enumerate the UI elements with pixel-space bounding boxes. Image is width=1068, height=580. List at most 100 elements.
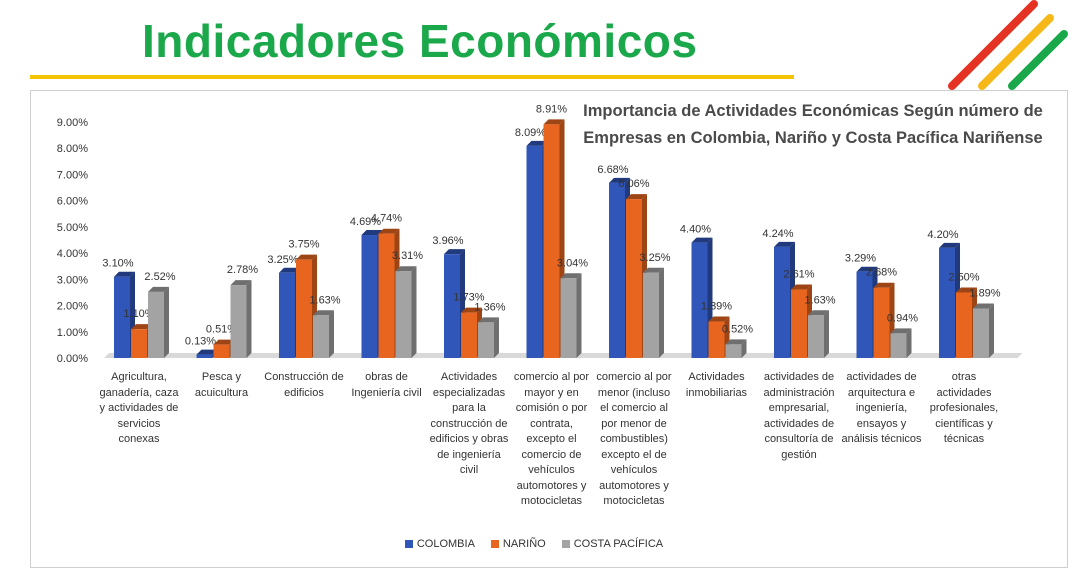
red-stripe	[948, 0, 1038, 90]
bar-side	[329, 310, 334, 358]
bar-top	[478, 317, 499, 323]
data-label: 3.25%	[267, 254, 298, 266]
bar-top	[131, 324, 152, 330]
data-label: 3.96%	[432, 235, 463, 247]
data-label: 3.29%	[845, 253, 876, 265]
legend-label: COSTA PACÍFICA	[573, 538, 664, 550]
bar-nari-o	[213, 344, 230, 358]
bar-nari-o	[956, 292, 972, 358]
data-label: 3.31%	[392, 250, 423, 262]
bar-top	[279, 267, 300, 273]
bar-side	[576, 273, 582, 358]
category-label: actividades de arquitectura e ingeniería…	[841, 371, 922, 445]
decorative-stripes	[948, 0, 1068, 90]
bar-colombia	[196, 354, 213, 358]
data-label: 4.20%	[927, 229, 958, 241]
bar-nari-o	[543, 124, 560, 358]
bar-top	[609, 177, 630, 183]
y-tick-label: 6.00%	[57, 196, 88, 208]
y-tick-label: 0.00%	[57, 353, 88, 365]
data-label: 2.61%	[783, 269, 814, 281]
bar-side	[659, 267, 664, 358]
chart-title: Importancia de Actividades Económicas Se…	[583, 102, 1043, 147]
legend: COLOMBIA NARIÑO COSTA PACÍFICA	[0, 538, 1068, 551]
bar-top	[114, 271, 135, 277]
bar-top	[791, 284, 812, 290]
bar-top	[939, 242, 960, 248]
data-label: 3.10%	[102, 258, 133, 270]
data-label: 3.25%	[639, 252, 670, 264]
data-label: 8.09%	[515, 127, 546, 139]
data-label: 0.52%	[722, 323, 753, 335]
bar-colombia	[856, 271, 873, 358]
y-tick-label: 8.00%	[57, 143, 88, 155]
bar-top	[560, 273, 582, 279]
bar-top	[873, 282, 895, 288]
data-label: 2.68%	[866, 267, 897, 279]
data-label: 2.78%	[227, 264, 258, 276]
bar-top	[148, 286, 169, 292]
data-label: 4.24%	[762, 228, 793, 240]
category-label: otras actividades profesionales, científ…	[929, 371, 999, 445]
data-label: 1.89%	[969, 287, 1000, 299]
bar-side	[741, 339, 747, 358]
bar-nari-o	[791, 289, 807, 358]
bar-colombia	[691, 242, 708, 358]
bar-top	[956, 287, 977, 293]
data-label: 1.73%	[453, 292, 484, 304]
legend-swatch	[404, 540, 413, 548]
bar-costa-pac-fica	[148, 291, 164, 358]
data-label: 4.74%	[371, 213, 402, 225]
bar-costa-pac-fica	[560, 278, 577, 358]
data-label: 1.63%	[804, 294, 835, 306]
bar-costa-pac-fica	[890, 333, 907, 358]
category-label: Agricultura, ganadería, caza y actividad…	[99, 371, 179, 445]
bar-side	[246, 280, 252, 358]
category-label: comercio al por mayor y en comisión o po…	[513, 371, 590, 507]
bar-top	[213, 339, 235, 345]
bar-top	[230, 280, 252, 286]
bar-top	[313, 310, 334, 316]
bar-top	[691, 237, 713, 243]
bar-costa-pac-fica	[725, 344, 742, 358]
bar-colombia	[361, 235, 378, 358]
y-tick-label: 4.00%	[57, 248, 88, 260]
data-label: 1.36%	[474, 301, 505, 313]
data-label: 0.13%	[185, 336, 216, 348]
legend-item: COSTA PACÍFICA	[561, 538, 664, 550]
bar-top	[461, 307, 482, 313]
bar-top	[643, 267, 664, 273]
bar-colombia	[444, 254, 460, 358]
bar-top	[890, 328, 912, 334]
data-label: 3.04%	[557, 257, 588, 269]
bar-top	[296, 254, 317, 260]
data-label: 8.91%	[536, 103, 567, 115]
data-label: 3.75%	[288, 239, 319, 251]
bar-costa-pac-fica	[230, 285, 247, 358]
bar-nari-o	[626, 199, 642, 358]
bar-colombia	[609, 182, 625, 358]
page-title: Indicadores Económicos	[142, 15, 698, 67]
y-tick-label: 1.00%	[57, 327, 88, 339]
legend-swatch	[561, 540, 570, 548]
bar-colombia	[526, 145, 543, 358]
data-label: 1.63%	[309, 294, 340, 306]
y-tick-label: 2.00%	[57, 301, 88, 313]
bar-top	[361, 230, 383, 236]
bar-costa-pac-fica	[643, 272, 659, 358]
bar-top	[626, 194, 647, 200]
bar-colombia	[774, 246, 790, 358]
bar-top	[395, 266, 417, 272]
bar-nari-o	[378, 233, 395, 358]
bar-side	[411, 266, 417, 358]
bar-nari-o	[873, 287, 890, 358]
bar-side	[164, 286, 169, 358]
category-label: Actividades inmobiliarias	[685, 371, 748, 399]
data-label: 2.52%	[144, 271, 175, 283]
data-label: 4.69%	[350, 216, 381, 228]
category-label: Actividades especializadas para la const…	[429, 371, 509, 476]
yellow-stripe	[978, 14, 1054, 90]
bar-top	[196, 349, 218, 355]
legend-label: NARIÑO	[502, 538, 546, 550]
